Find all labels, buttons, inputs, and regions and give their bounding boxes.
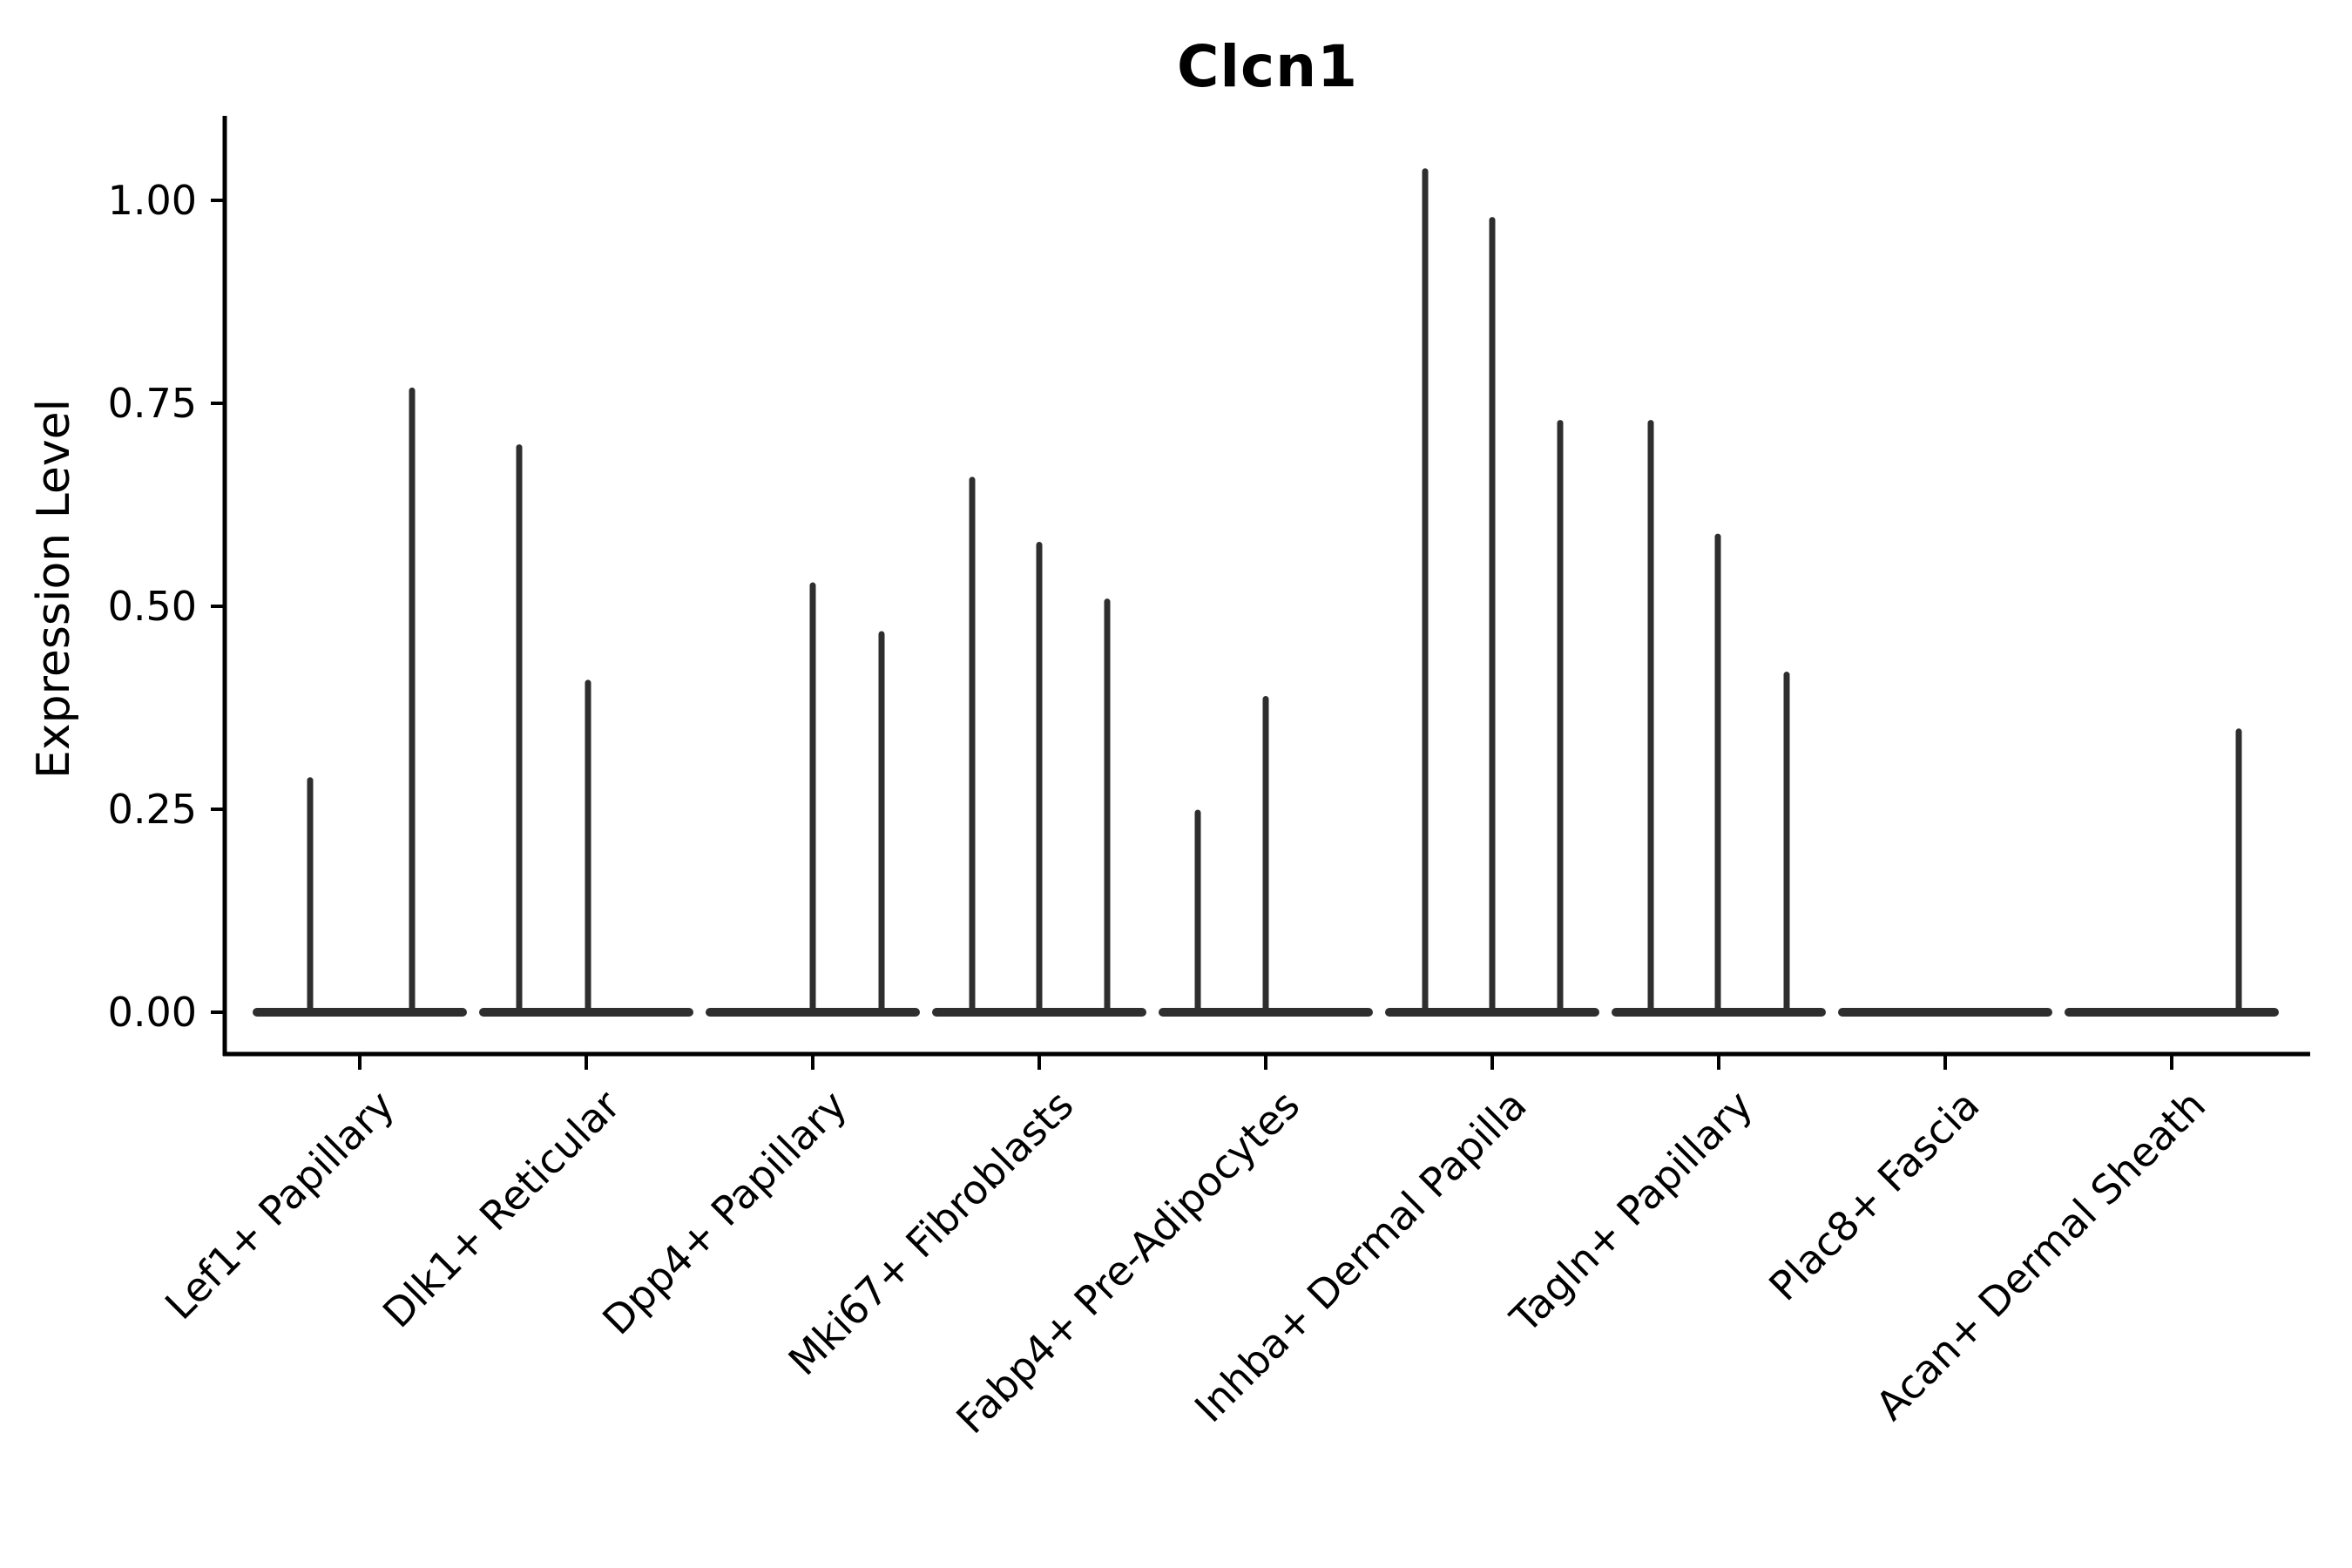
y-axis-tick-label: 0.75 xyxy=(108,380,197,427)
y-axis-tick-label: 0.25 xyxy=(108,786,197,833)
chart-title: Clcn1 xyxy=(1176,33,1359,100)
y-axis-tick-label: 0.00 xyxy=(108,989,197,1036)
y-axis-tick-label: 0.50 xyxy=(108,583,197,630)
y-axis-tick-label: 1.00 xyxy=(108,177,197,224)
